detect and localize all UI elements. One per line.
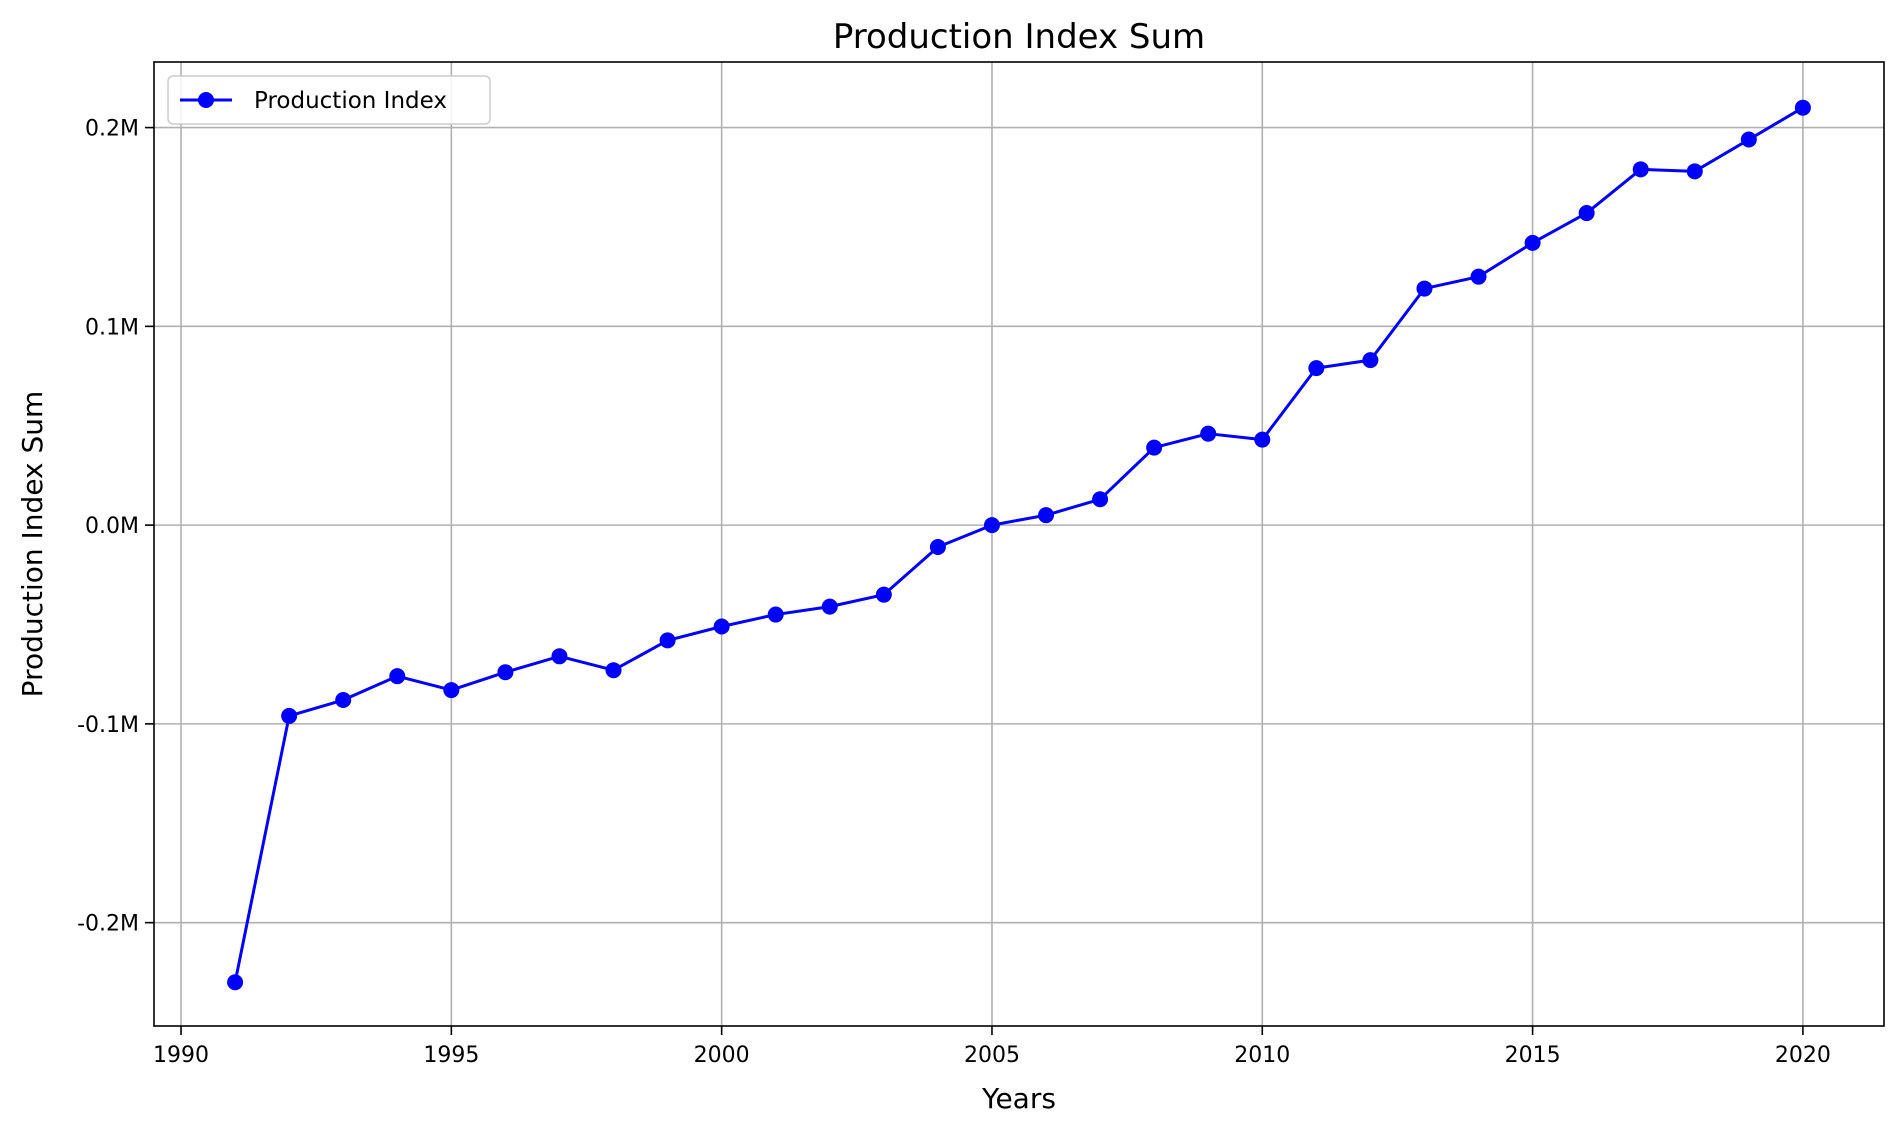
data-point-2011 xyxy=(1308,360,1325,377)
x-tick-label-2010: 2010 xyxy=(1234,1043,1290,1068)
legend: Production Index xyxy=(167,75,491,125)
y-tick-label-0.2M: 0.2M xyxy=(85,117,139,142)
y-tick-label--0.2M: -0.2M xyxy=(77,912,139,937)
data-point-2002 xyxy=(821,598,838,615)
x-tick-label-2020: 2020 xyxy=(1775,1043,1831,1068)
y-tick-label-0.0M: 0.0M xyxy=(85,514,139,539)
data-point-2017 xyxy=(1632,161,1649,178)
series-line-production-index xyxy=(233,106,1804,983)
data-point-1991 xyxy=(227,974,244,991)
data-point-2014 xyxy=(1470,268,1487,285)
grid xyxy=(154,62,1884,1026)
legend-marker-swatch xyxy=(198,92,214,108)
x-tick-label-2005: 2005 xyxy=(964,1043,1020,1068)
data-point-1998 xyxy=(605,662,622,679)
chart-title: Production Index Sum xyxy=(833,17,1205,57)
legend-box xyxy=(167,75,491,125)
data-point-2020 xyxy=(1794,99,1811,116)
data-point-2003 xyxy=(875,586,892,603)
x-tick-label-2015: 2015 xyxy=(1505,1043,1561,1068)
data-point-2012 xyxy=(1362,352,1379,369)
data-point-1996 xyxy=(497,664,514,681)
data-point-2009 xyxy=(1200,425,1217,442)
data-point-2008 xyxy=(1146,439,1163,456)
data-point-2010 xyxy=(1254,431,1271,448)
y-tick-label--0.1M: -0.1M xyxy=(77,713,139,738)
x-tick-label-1990: 1990 xyxy=(153,1043,209,1068)
data-point-2007 xyxy=(1092,491,1109,508)
data-point-1993 xyxy=(335,692,352,709)
data-point-1992 xyxy=(281,707,298,724)
data-point-2005 xyxy=(983,517,1000,534)
data-point-2006 xyxy=(1038,507,1055,524)
data-point-2004 xyxy=(929,538,946,555)
data-point-2000 xyxy=(713,618,730,635)
y-axis-label: Production Index Sum xyxy=(16,391,49,698)
data-point-2013 xyxy=(1416,280,1433,297)
data-point-1995 xyxy=(443,682,460,699)
plot-frame xyxy=(153,61,1885,1027)
data-point-2018 xyxy=(1686,163,1703,180)
data-point-1997 xyxy=(551,648,568,665)
legend-entry-production-index: Production Index xyxy=(254,88,447,114)
ticks: 1990 1995 2000 2005 2010 2015 2020 -0.2M -0.1M 0.… xyxy=(77,117,1831,1068)
data-point-1999 xyxy=(659,632,676,649)
x-tick-label-2000: 2000 xyxy=(694,1043,750,1068)
x-tick-label-1995: 1995 xyxy=(423,1043,479,1068)
data-point-1994 xyxy=(389,668,406,685)
data-point-2015 xyxy=(1524,234,1541,251)
data-point-2016 xyxy=(1578,205,1595,222)
data-point-2019 xyxy=(1740,131,1757,148)
x-axis-label: Years xyxy=(981,1082,1056,1115)
y-tick-label-0.1M: 0.1M xyxy=(85,315,139,340)
data-point-2001 xyxy=(767,606,784,623)
series-layer xyxy=(227,99,1811,991)
